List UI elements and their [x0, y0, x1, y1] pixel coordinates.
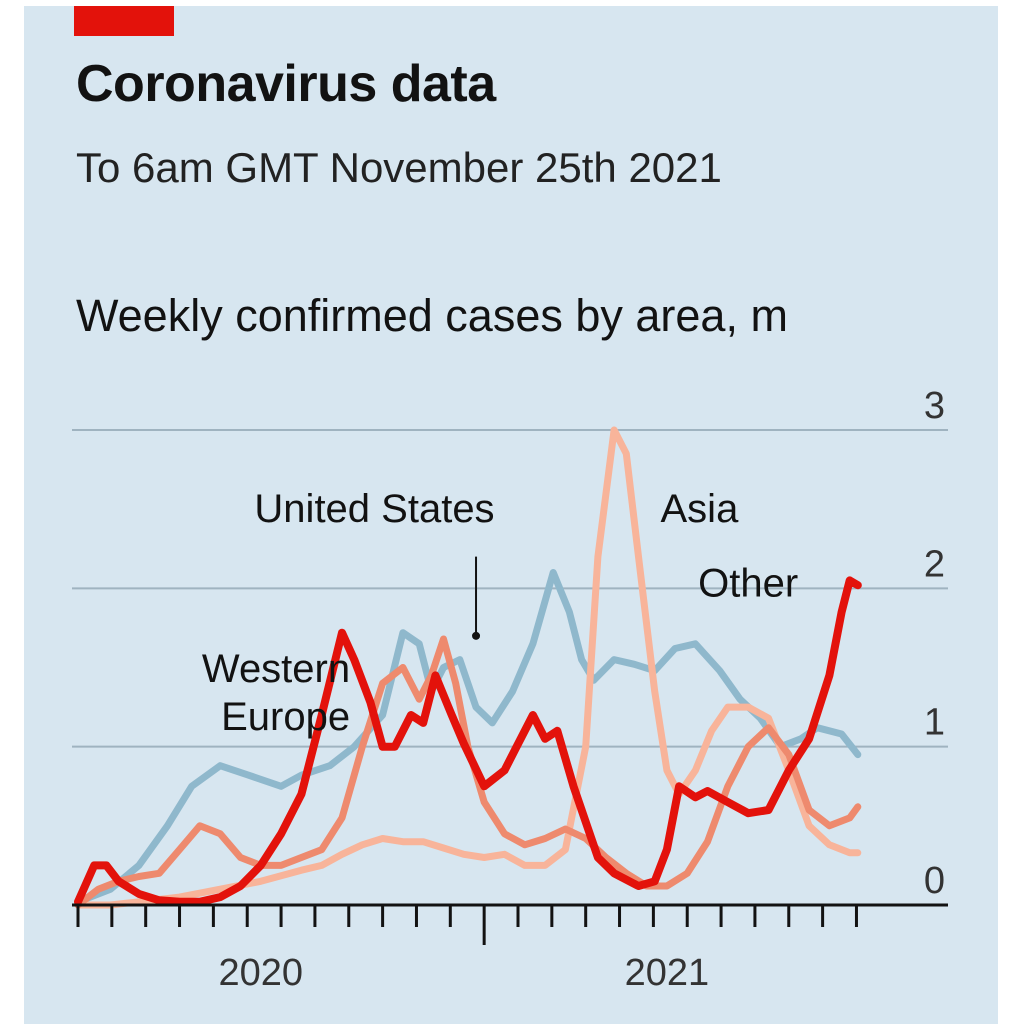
- page-title: Coronavirus data: [76, 55, 496, 113]
- chart-title: Weekly confirmed cases by area, m: [76, 290, 788, 341]
- series-label-united-states: United States: [254, 487, 494, 531]
- brand-red-tag: [74, 6, 174, 36]
- series-label-asia: Asia: [661, 487, 740, 531]
- series-line-other: [74, 569, 862, 906]
- page-subtitle: To 6am GMT November 25th 2021: [76, 144, 722, 191]
- series-label-western-europe-2: Europe: [221, 695, 350, 739]
- series-label-other: Other: [698, 561, 798, 605]
- us-leader-dot: [472, 631, 481, 640]
- y-tick-label-2: 2: [924, 543, 945, 585]
- series-line-asia: [74, 426, 862, 909]
- x-tick-label-2020: 2020: [218, 952, 303, 994]
- series-label-western-europe-1: Western: [202, 647, 350, 691]
- y-tick-label-1: 1: [924, 702, 945, 744]
- series-line-united-states: [74, 635, 862, 909]
- x-tick-label-2021: 2021: [625, 952, 710, 994]
- y-tick-label-3: 3: [924, 385, 945, 427]
- series-line-western-europe: [74, 576, 862, 906]
- y-tick-label-0: 0: [924, 860, 945, 902]
